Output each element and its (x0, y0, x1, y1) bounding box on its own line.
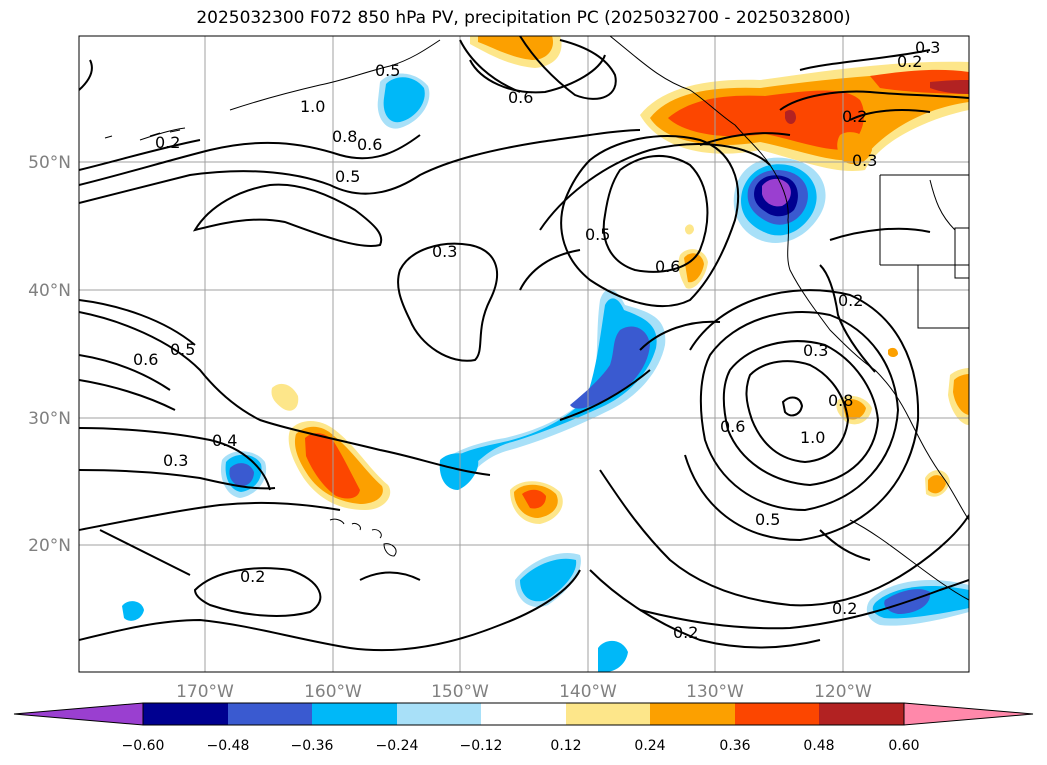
colorbar-segment (312, 703, 397, 725)
contour-label: 0.6 (720, 417, 745, 436)
lon-tick-label: 170°W (176, 682, 234, 702)
contour-label: 0.2 (832, 599, 857, 618)
lat-tick-label: 40°N (28, 281, 71, 301)
colorbar-label: −0.60 (122, 738, 165, 754)
colorbar-min-extend (13, 702, 144, 726)
contour-label: 0.3 (163, 451, 188, 470)
contour-label: 0.2 (155, 133, 180, 152)
colorbar-segment (143, 703, 228, 725)
lon-tick-label: 150°W (431, 682, 489, 702)
lon-tick-label: 120°W (814, 682, 872, 702)
contour-label: 0.5 (170, 340, 195, 359)
contour-label: 0.8 (828, 391, 853, 410)
contour-label: 0.6 (655, 257, 680, 276)
colorbar-segment (566, 703, 650, 725)
lon-tick-label: 140°W (559, 682, 617, 702)
contour-label: 0.3 (915, 38, 940, 57)
contour-label: 0.8 (332, 127, 357, 146)
map-frame (78, 35, 970, 673)
contour-label: 0.2 (838, 291, 863, 310)
colorbar-segment (735, 703, 819, 725)
map-area: 0.3 0.2 0.6 1.0 0.8 0.6 0.5 0.5 0.3 0.5 … (79, 36, 969, 672)
contour-labels: 0.3 0.2 0.6 1.0 0.8 0.6 0.5 0.5 0.3 0.5 … (133, 38, 940, 642)
colorbar-label: −0.24 (376, 738, 419, 754)
contour-label: 0.6 (508, 88, 533, 107)
contour-label: 0.3 (803, 341, 828, 360)
lon-tick-label: 130°W (686, 682, 744, 702)
colorbar-label: −0.48 (207, 738, 250, 754)
latitude-ticks: 50°N 40°N 30°N 20°N (28, 153, 71, 556)
precip-shading (122, 36, 969, 672)
colorbar: −0.60 −0.48 −0.36 −0.24 −0.12 0.12 0.24 … (13, 702, 1034, 754)
colorbar-label: 0.24 (634, 738, 665, 754)
colorbar-segment (228, 703, 312, 725)
contour-label: 1.0 (800, 428, 825, 447)
contour-label: 0.6 (357, 135, 382, 154)
contour-label: 0.2 (673, 623, 698, 642)
lat-tick-label: 20°N (28, 536, 71, 556)
colorbar-max-extend (903, 702, 1034, 726)
contour-label: 0.5 (375, 61, 400, 80)
colorbar-label: 0.36 (719, 738, 750, 754)
contour-label: 0.6 (133, 350, 158, 369)
colorbar-label: 0.48 (803, 738, 834, 754)
contour-label: 0.3 (852, 151, 877, 170)
lat-tick-label: 50°N (28, 153, 71, 173)
colorbar-segment (650, 703, 735, 725)
colorbar-segment (481, 703, 566, 725)
colorbar-label: −0.36 (291, 738, 334, 754)
contour-label: 0.2 (897, 52, 922, 71)
coastlines (104, 36, 969, 601)
contour-label: 0.5 (335, 167, 360, 186)
colorbar-label: −0.12 (460, 738, 503, 754)
contour-label: 0.3 (432, 242, 457, 261)
colorbar-segment (819, 703, 904, 725)
contour-label: 0.4 (212, 431, 237, 450)
colorbar-label: 0.60 (888, 738, 919, 754)
lon-tick-label: 160°W (304, 682, 362, 702)
gridlines (79, 36, 969, 672)
contour-label: 0.2 (842, 107, 867, 126)
contour-label: 1.0 (300, 97, 325, 116)
contour-label: 0.5 (585, 225, 610, 244)
colorbar-segment (397, 703, 481, 725)
longitude-ticks: 170°W 160°W 150°W 140°W 130°W 120°W (176, 682, 872, 702)
contour-label: 0.2 (240, 567, 265, 586)
colorbar-label: 0.12 (550, 738, 581, 754)
contour-label: 0.5 (755, 510, 780, 529)
map-title: 2025032300 F072 850 hPa PV, precipitatio… (196, 8, 851, 28)
pv-contours (79, 36, 969, 652)
lat-tick-label: 30°N (28, 409, 71, 429)
